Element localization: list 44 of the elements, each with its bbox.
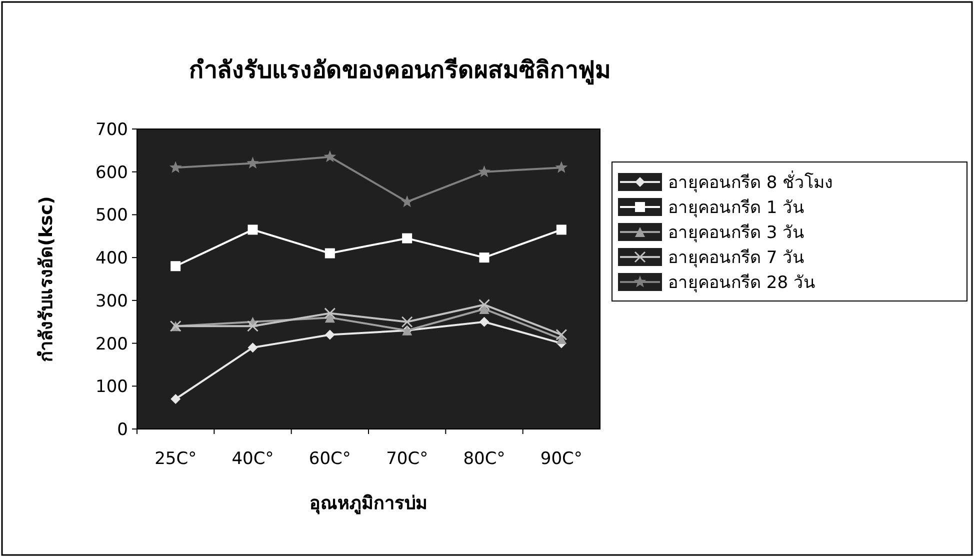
x-tick-label: 40C° (232, 449, 274, 469)
point (478, 298, 490, 310)
point (324, 150, 336, 162)
point (170, 261, 181, 272)
x-tick-label: 80C° (463, 449, 506, 469)
legend-label: อายุคอนกรีด 28 วัน (668, 273, 816, 293)
y-tick-label: 300 (96, 291, 128, 312)
y-tick-label: 500 (96, 206, 128, 226)
y-tick-label: 100 (96, 377, 128, 398)
point (324, 330, 335, 340)
y-tick-label: 0 (117, 420, 128, 440)
legend-label: อายุคอนกรีด 3 วัน (668, 223, 805, 243)
point (402, 233, 412, 244)
point (324, 248, 335, 258)
point (170, 394, 181, 404)
point (556, 334, 566, 344)
legend-label: อายุคอนกรีด 8 ชั่วโมง (668, 170, 833, 193)
point (169, 161, 182, 173)
x-tick-label: 70C° (386, 449, 428, 469)
point (556, 328, 568, 340)
point (556, 224, 566, 235)
x-tick-label: 60C° (308, 449, 351, 469)
y-tick-label: 400 (96, 248, 128, 269)
point (555, 161, 568, 173)
chart-title: กำลังรับแรงอัดของคอนกรีดผสมซิลิกาฟูม (189, 56, 611, 85)
point (247, 320, 258, 332)
point (479, 316, 490, 327)
x-axis-title: อุณหภูมิการบ่ม (310, 493, 428, 515)
point (248, 342, 258, 353)
x-tick-label: 25C° (154, 449, 197, 469)
point (479, 252, 490, 263)
legend-label: อายุคอนกรีด 1 วัน (668, 198, 805, 218)
y-tick-label: 600 (96, 162, 128, 183)
legend-label: อายุคอนกรีด 7 วัน (668, 248, 805, 268)
point (248, 224, 258, 235)
y-tick-label: 200 (96, 334, 128, 354)
y-axis-title: กำลังรับแรงอัด(ksc) (36, 196, 57, 362)
point (478, 165, 490, 178)
point (401, 316, 413, 328)
y-tick-label: 700 (96, 120, 128, 140)
x-tick-label: 90C° (540, 449, 582, 469)
point (246, 156, 259, 169)
point (324, 308, 336, 320)
point (400, 195, 414, 208)
